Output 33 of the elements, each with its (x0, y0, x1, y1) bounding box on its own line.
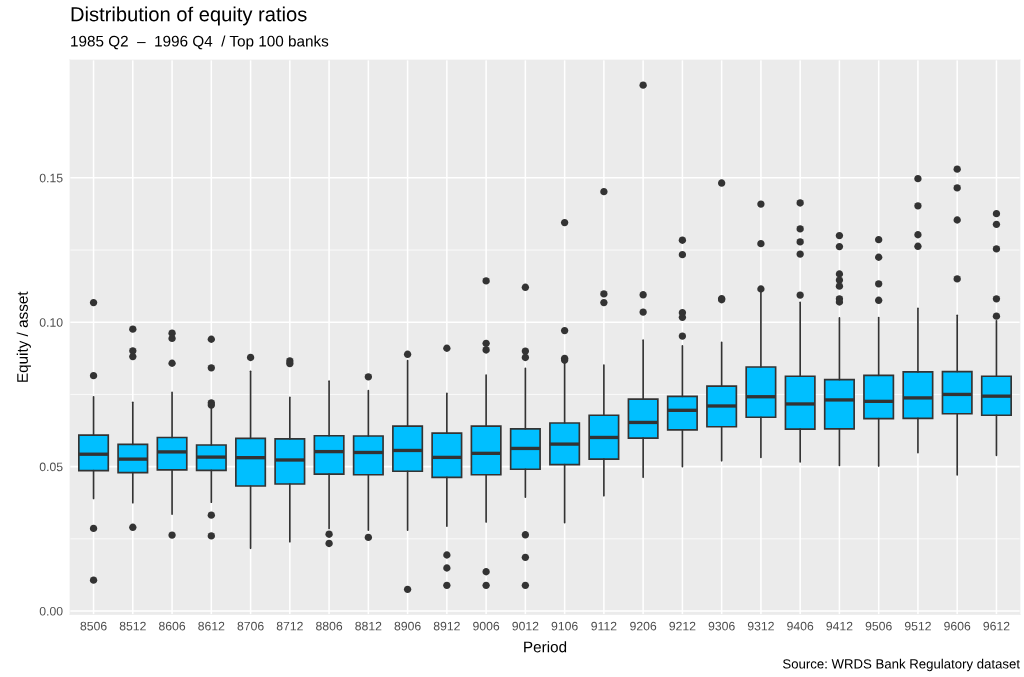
x-tick-label: 9512 (904, 621, 931, 631)
chart-subtitle: 1985 Q2 – 1996 Q4 / Top 100 banks (71, 35, 329, 50)
x-axis-title: Period (524, 641, 567, 653)
x-tick-label: 8812 (355, 621, 382, 631)
x-tick-label: 9006 (473, 621, 500, 631)
x-tick-label: 9412 (826, 621, 853, 631)
x-tick-label: 8806 (316, 621, 343, 631)
x-tick-label: 9312 (747, 621, 774, 631)
x-tick-label: 8712 (276, 621, 303, 631)
x-tick-label: 9506 (865, 621, 892, 631)
x-tick-label: 8506 (80, 621, 107, 631)
y-tick-label: 0.15 (39, 173, 63, 183)
x-tick-label: 9612 (983, 621, 1010, 631)
x-tick-label: 8512 (119, 621, 146, 631)
y-tick-label: 0.10 (39, 318, 63, 327)
x-tick-label: 8906 (394, 621, 421, 631)
x-tick-label: 9306 (708, 621, 735, 631)
y-tick-label: 0.00 (39, 606, 63, 616)
x-tick-label: 8612 (198, 621, 225, 631)
x-tick-label: 9206 (630, 621, 657, 631)
x-tick-label: 8606 (159, 621, 186, 631)
x-tick-label: 9012 (512, 621, 539, 631)
x-tick-label: 8912 (433, 621, 460, 631)
chart-title: Distribution of equity ratios (71, 6, 307, 26)
x-tick-label: 9106 (551, 621, 578, 631)
y-tick-label: 0.05 (39, 462, 63, 472)
x-tick-label: 9212 (669, 621, 696, 631)
source-note: Source: WRDS Bank Regulatory dataset (783, 658, 1020, 672)
x-tick-label: 8706 (237, 621, 264, 631)
x-tick-label: 9606 (944, 621, 971, 631)
y-axis-title: Equity / asset (16, 291, 31, 382)
x-tick-label: 9406 (787, 621, 814, 631)
x-tick-label: 9112 (591, 621, 617, 631)
